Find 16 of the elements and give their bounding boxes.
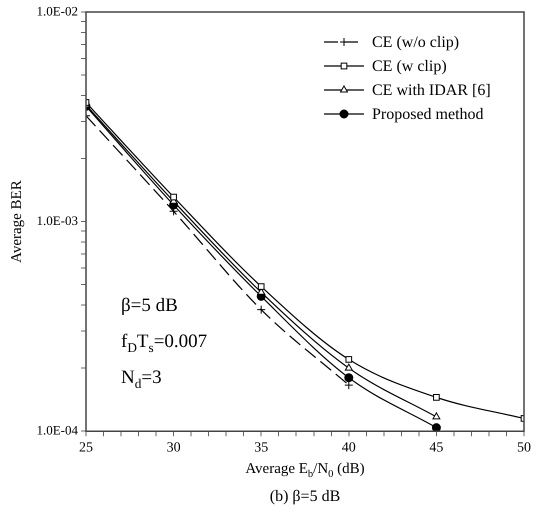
x-tick-label: 30 xyxy=(166,440,181,456)
x-tick-label: 25 xyxy=(79,440,93,456)
y-axis-title: Average BER xyxy=(9,180,25,263)
y-tick-label: 1.0E-03 xyxy=(36,213,78,228)
legend-label: CE (w clip) xyxy=(372,58,447,75)
x-tick-label: 50 xyxy=(517,440,531,456)
x-tick-label: 35 xyxy=(254,440,268,456)
legend-label: CE with IDAR [6] xyxy=(372,82,491,99)
y-tick-label: 1.0E-02 xyxy=(36,3,78,18)
legend-label: Proposed method xyxy=(372,106,484,123)
legend-label: CE (w/o clip) xyxy=(372,34,460,51)
annotation: β=5 dB xyxy=(121,295,178,316)
x-tick-label: 40 xyxy=(342,440,356,456)
y-tick-label: 1.0E-04 xyxy=(36,422,78,438)
x-tick-label: 45 xyxy=(429,440,444,456)
text: (b) β=5 dB xyxy=(270,488,340,506)
